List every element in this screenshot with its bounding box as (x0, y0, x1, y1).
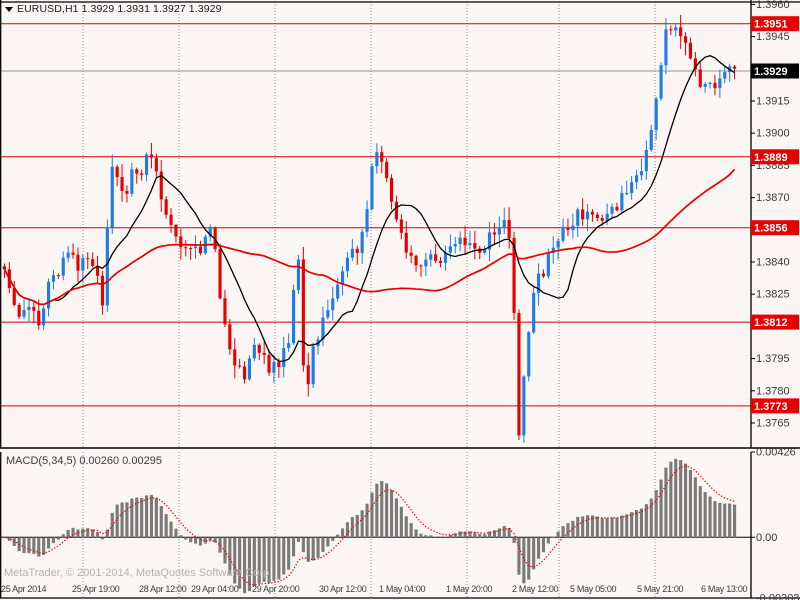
svg-text:1.3929: 1.3929 (754, 66, 788, 78)
svg-text:-0.00303: -0.00303 (756, 593, 799, 600)
svg-text:1.3795: 1.3795 (756, 353, 790, 365)
svg-text:1.3889: 1.3889 (754, 152, 788, 164)
svg-text:1.3945: 1.3945 (756, 31, 790, 43)
svg-text:1.3960: 1.3960 (756, 0, 790, 11)
svg-text:1.3765: 1.3765 (756, 418, 790, 430)
svg-text:1.3840: 1.3840 (756, 257, 790, 269)
svg-text:0.00426: 0.00426 (756, 447, 796, 459)
svg-text:1.3812: 1.3812 (754, 317, 788, 329)
svg-text:0.00: 0.00 (756, 532, 777, 544)
svg-text:1.3870: 1.3870 (756, 192, 790, 204)
svg-text:1.3915: 1.3915 (756, 96, 790, 108)
svg-text:1.3773: 1.3773 (754, 401, 788, 413)
svg-text:1.3856: 1.3856 (754, 223, 788, 235)
svg-text:1.3900: 1.3900 (756, 128, 790, 140)
svg-text:1.3825: 1.3825 (756, 289, 790, 301)
svg-text:1.3951: 1.3951 (754, 19, 788, 31)
svg-text:1.3780: 1.3780 (756, 385, 790, 397)
